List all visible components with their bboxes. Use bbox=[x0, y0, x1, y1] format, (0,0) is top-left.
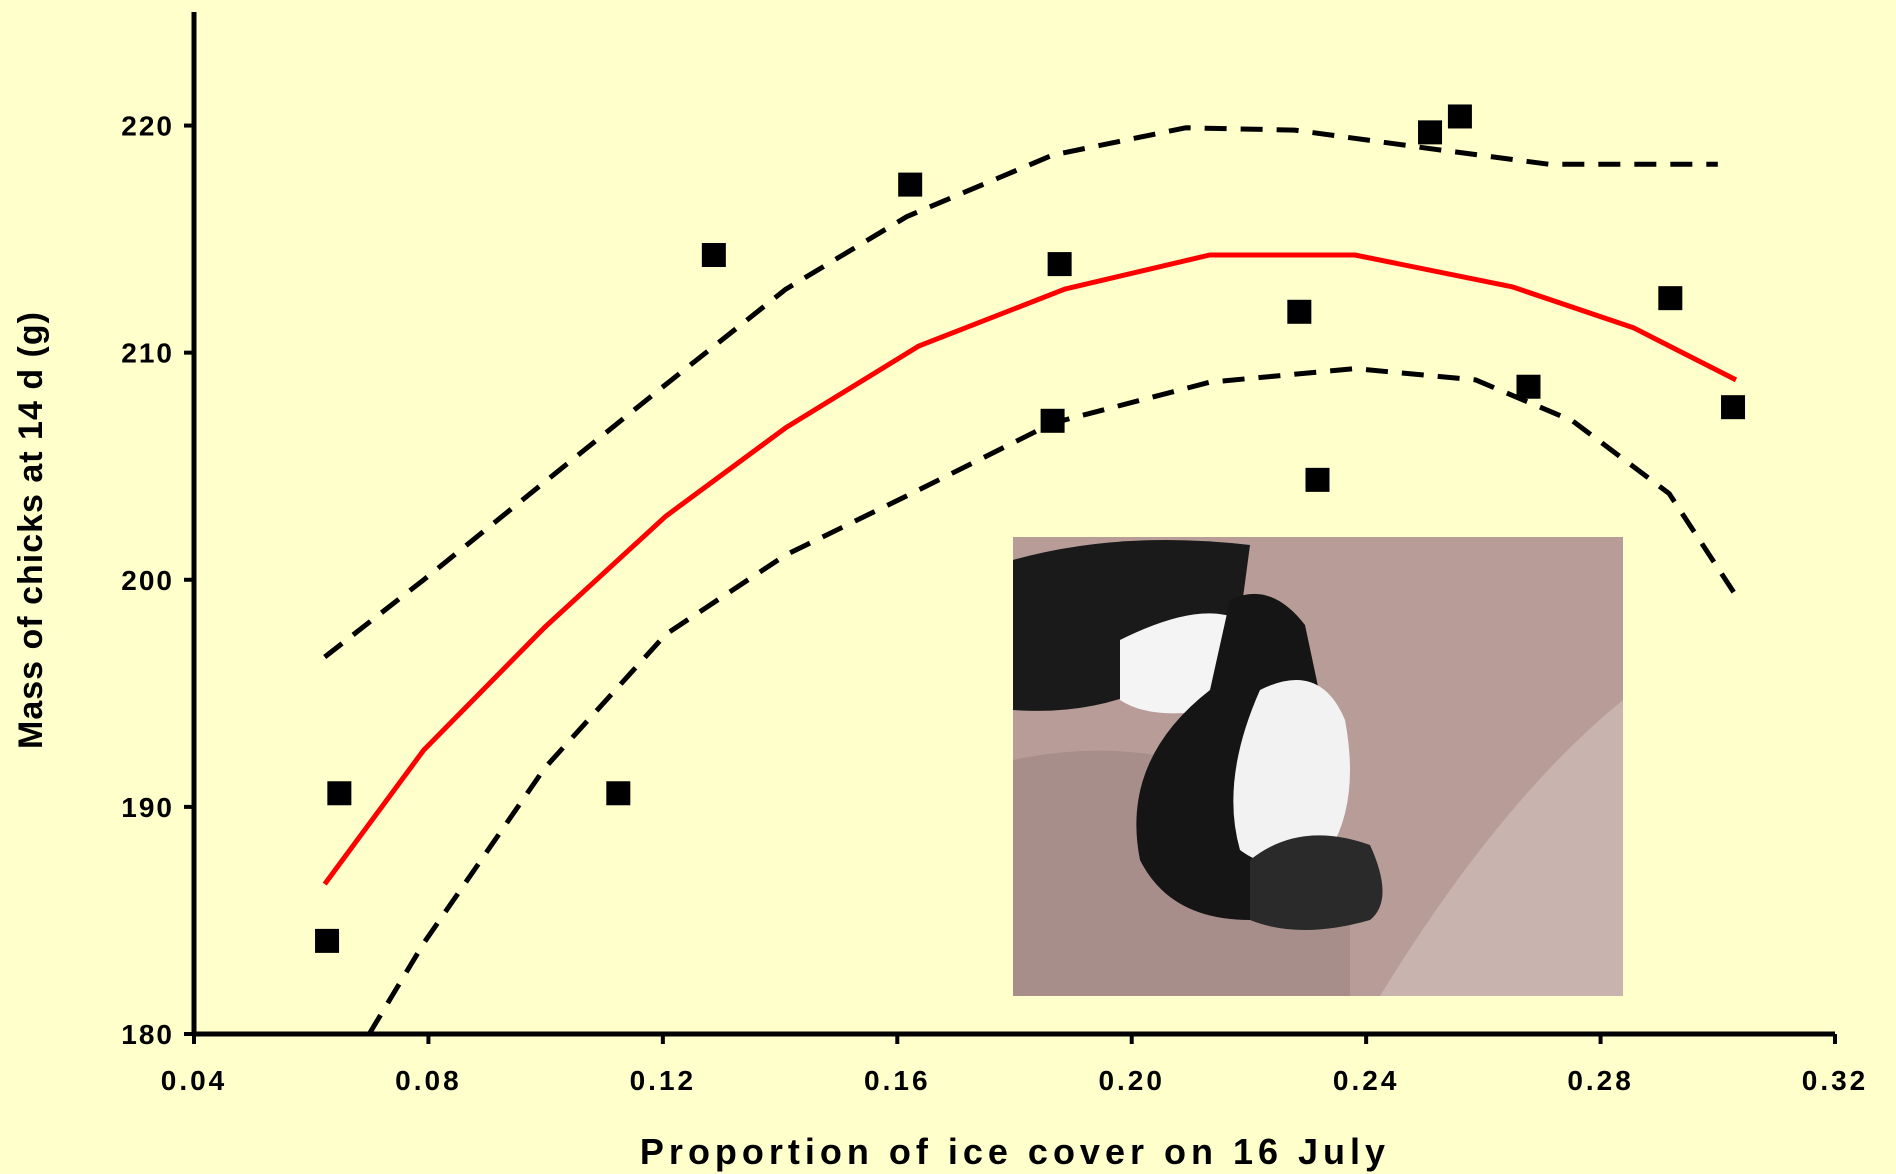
photo-inset bbox=[1013, 537, 1623, 996]
data-point bbox=[1305, 468, 1329, 492]
y-axis-title: Mass of chicks at 14 d (g) bbox=[12, 311, 50, 749]
x-axis-title: Proportion of ice cover on 16 July bbox=[640, 1131, 1390, 1172]
y-tick-label: 190 bbox=[121, 792, 174, 823]
page: 180 190 200 210 220 0.04 0.08 0.12 0.16 0.20 0.24 0… bbox=[0, 0, 1896, 1174]
data-point bbox=[606, 781, 630, 805]
y-tick-label: 210 bbox=[121, 338, 174, 369]
x-tick-label: 0.12 bbox=[630, 1065, 697, 1096]
y-tick-label: 180 bbox=[121, 1019, 174, 1050]
data-point bbox=[1721, 395, 1745, 419]
x-tick-label: 0.24 bbox=[1333, 1065, 1400, 1096]
data-point bbox=[327, 781, 351, 805]
data-point bbox=[1418, 120, 1442, 144]
data-point bbox=[1516, 375, 1540, 399]
data-point bbox=[1658, 286, 1682, 310]
chart: 180 190 200 210 220 0.04 0.08 0.12 0.16 0.20 0.24 0… bbox=[0, 0, 1896, 1174]
photo-chick bbox=[1250, 835, 1383, 930]
x-tick-label: 0.32 bbox=[1802, 1065, 1869, 1096]
data-point bbox=[898, 173, 922, 197]
y-tick-label: 220 bbox=[121, 111, 174, 142]
x-tick-label: 0.04 bbox=[161, 1065, 228, 1096]
x-tick-label: 0.20 bbox=[1098, 1065, 1165, 1096]
data-point bbox=[1048, 252, 1072, 276]
data-point bbox=[315, 929, 339, 953]
x-tick-label: 0.16 bbox=[864, 1065, 931, 1096]
x-tick-label: 0.28 bbox=[1567, 1065, 1634, 1096]
y-tick-label: 200 bbox=[121, 565, 174, 596]
data-point bbox=[702, 243, 726, 267]
data-point bbox=[1448, 104, 1472, 128]
data-point bbox=[1287, 300, 1311, 324]
x-tick-label: 0.08 bbox=[395, 1065, 462, 1096]
